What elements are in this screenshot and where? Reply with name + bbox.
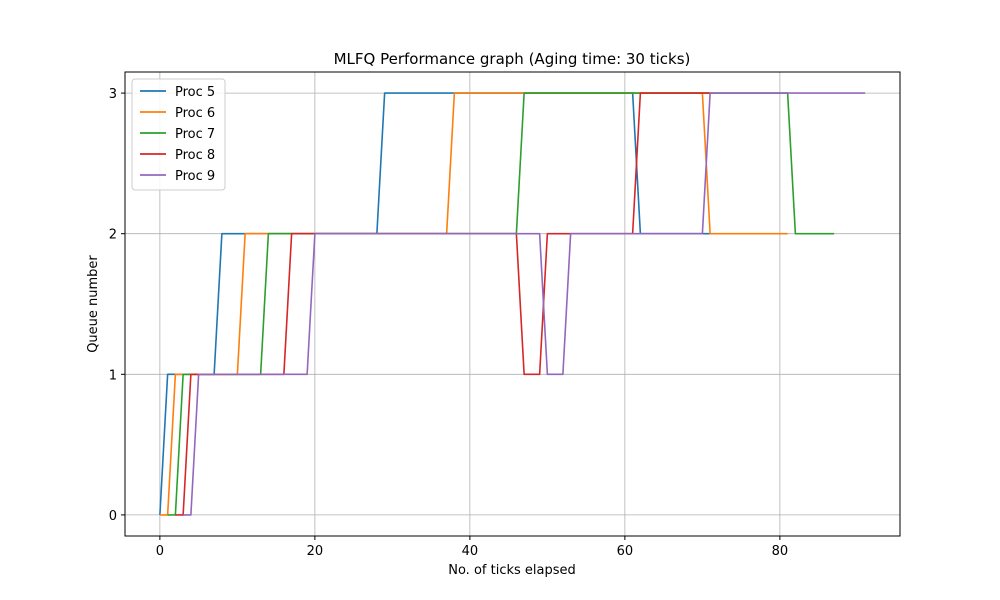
- y-tick-label: 1: [109, 368, 117, 383]
- series-lines: [159, 92, 866, 516]
- legend-label: Proc 9: [175, 169, 215, 184]
- x-tick-label: 80: [772, 544, 789, 559]
- x-tick-label: 20: [307, 544, 324, 559]
- y-tick-label: 2: [109, 228, 117, 243]
- legend-label: Proc 7: [175, 127, 215, 142]
- legend-label: Proc 5: [175, 85, 215, 100]
- x-tick-label: 40: [462, 544, 479, 559]
- x-tick-label: 60: [617, 544, 634, 559]
- y-tick-label: 0: [109, 509, 117, 524]
- series-line-proc-9: [183, 92, 866, 516]
- axis-ticks: 0 20 40 60 80 0 1 2 3: [109, 87, 788, 559]
- legend-label: Proc 6: [175, 106, 215, 121]
- legend: Proc 5 Proc 6 Proc 7 Proc 8 Proc 9: [131, 78, 226, 191]
- plot-frame: [124, 71, 901, 537]
- x-axis-label: No. of ticks elapsed: [448, 563, 576, 578]
- legend-box: [131, 78, 226, 191]
- y-axis-label: Queue number: [86, 255, 101, 353]
- legend-label: Proc 8: [175, 148, 215, 163]
- y-tick-label: 3: [109, 87, 117, 102]
- x-tick-label: 0: [156, 544, 164, 559]
- chart-title: MLFQ Performance graph (Aging time: 30 t…: [334, 50, 691, 68]
- series-line-proc-8: [175, 92, 711, 516]
